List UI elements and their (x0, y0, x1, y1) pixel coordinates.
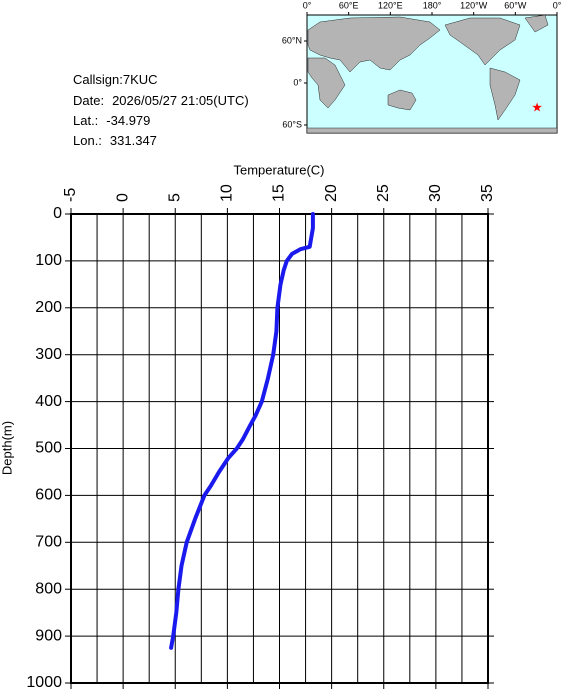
y-tick-label: 900 (35, 627, 62, 644)
info-label: Date: (73, 93, 104, 108)
map-lon-label: 180° (423, 0, 442, 10)
x-tick-label: 15 (271, 184, 288, 202)
map-lat-label: 60°N (282, 35, 302, 45)
x-tick-label: 25 (375, 184, 392, 202)
y-tick-label: 200 (35, 299, 62, 316)
y-tick-label: 100 (35, 252, 62, 269)
x-tick-label: 0 (114, 193, 131, 202)
x-tick-label: 5 (166, 193, 183, 202)
map-lon-label: 0° (553, 0, 562, 10)
profile-line (169, 212, 315, 650)
map-lat-label: 60°S (282, 119, 302, 129)
map (306, 14, 558, 134)
lon-line: Lon.: 331.347 (73, 133, 157, 148)
map-lon-label: 120°E (378, 0, 403, 10)
map-lon-label: 120°W (460, 0, 488, 10)
map-lon-label: 0° (303, 0, 312, 10)
info-value: -34.979 (106, 113, 150, 128)
x-tick-label: 10 (219, 184, 236, 202)
info-value: 7KUC (123, 72, 158, 87)
info-label: Lat.: (73, 113, 98, 128)
y-axis-title: Depth(m) (0, 421, 14, 475)
lat-line: Lat.: -34.979 (73, 113, 150, 128)
y-tick-label: 500 (35, 440, 62, 457)
date-line: Date: 2026/05/27 21:05(UTC) (73, 93, 249, 108)
y-tick-label: 600 (35, 487, 62, 504)
x-tick-label: 30 (427, 184, 444, 202)
x-tick-label: 20 (323, 184, 340, 202)
map-land (306, 14, 558, 134)
info-value: 2026/05/27 21:05(UTC) (112, 93, 249, 108)
y-tick-label: 800 (35, 580, 62, 597)
x-axis-title: Temperature(C) (233, 162, 324, 177)
info-label: Callsign: (73, 72, 123, 87)
y-tick-label: 0 (53, 205, 62, 222)
y-tick-label: 700 (35, 534, 62, 551)
info-value: 331.347 (110, 133, 157, 148)
y-tick-label: 300 (35, 346, 62, 363)
map-lon-label: 60°W (504, 0, 527, 10)
y-tick-label: 400 (35, 393, 62, 410)
map-lon-label: 60°E (339, 0, 359, 10)
station-marker (532, 102, 542, 112)
x-tick-label: -5 (62, 188, 79, 202)
y-tick-label: 1000 (26, 674, 62, 690)
map-lat-label: 0° (293, 77, 302, 87)
x-tick-label: 35 (479, 184, 496, 202)
plot-frame (70, 213, 489, 684)
info-label: Lon.: (73, 133, 102, 148)
callsign-line: Callsign:7KUC (73, 72, 158, 87)
